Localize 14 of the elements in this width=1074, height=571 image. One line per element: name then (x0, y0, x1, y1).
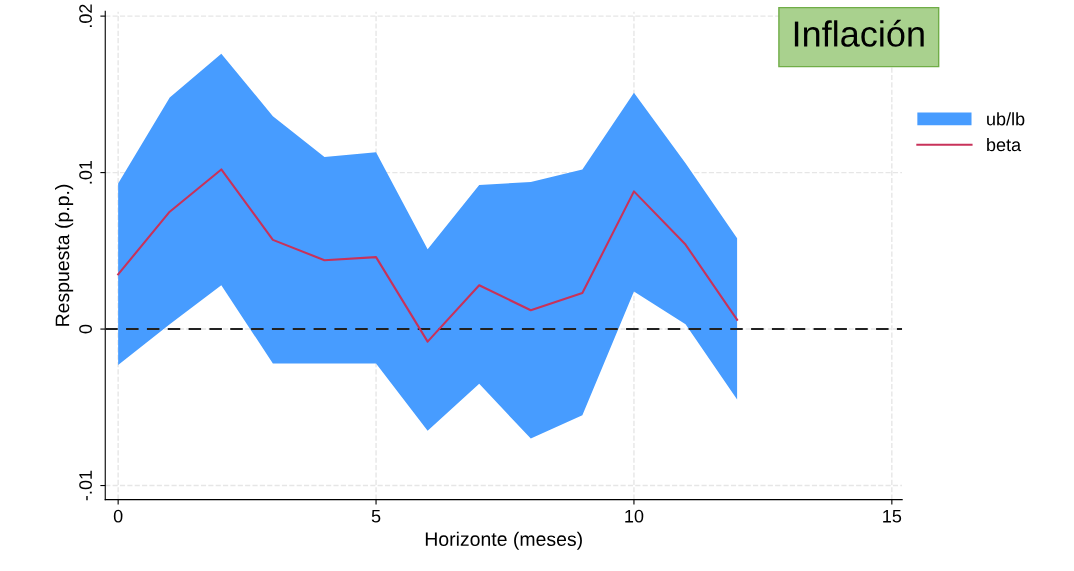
x-tick-label: 0 (113, 509, 123, 523)
y-tick-label: -.01 (79, 470, 92, 501)
x-tick-label: 10 (625, 509, 644, 523)
y-tick-label: .02 (79, 4, 92, 28)
x-tick-label: 15 (883, 510, 902, 523)
y-tick-label: 0 (79, 324, 92, 334)
annotation: Inflación (794, 19, 924, 47)
line-series (117, 168, 739, 343)
legend-label: beta (987, 137, 1022, 152)
x-tick-label: 5 (371, 510, 381, 523)
y-tick-label: .01 (79, 160, 92, 184)
y-axis-title: Respuesta (p.p.) (55, 184, 74, 326)
x-axis-title: Horizonte (meses) (425, 531, 582, 550)
legend-label: ub/lb (987, 112, 1025, 126)
